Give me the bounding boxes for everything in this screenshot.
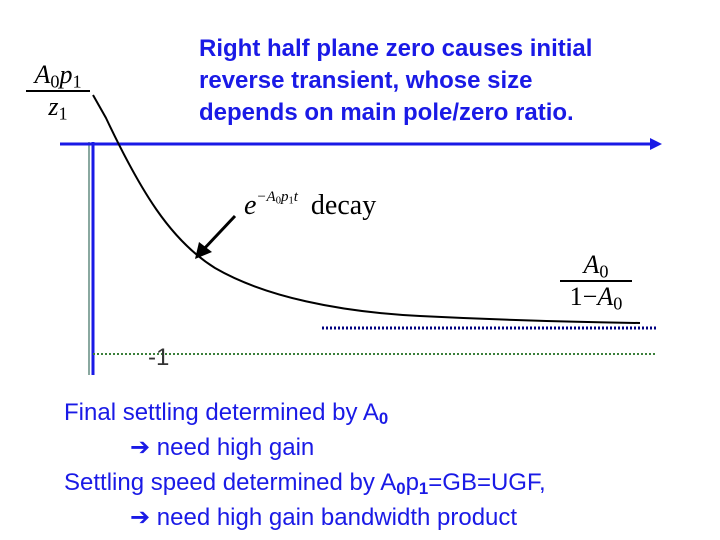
final-value-fraction: A0 1−A0 [560, 250, 632, 314]
headline-line-2: reverse transient, whose size [199, 67, 533, 94]
final-value-fraction-bar [560, 280, 632, 282]
initial-value-numerator: A0p1 [34, 60, 82, 92]
initial-value-fraction: A0p1 z1 [26, 60, 90, 124]
pointer-arrowhead [195, 242, 212, 259]
decay-word: decay [310, 190, 377, 221]
notes-line-3: Settling speed determined by A0p1=GB=UGF… [64, 469, 546, 499]
headline-line-3: depends on main pole/zero ratio. [199, 99, 574, 126]
final-value-denominator: 1−A0 [569, 282, 623, 314]
initial-value-fraction-bar [26, 90, 90, 92]
decay-curve [92, 94, 641, 324]
initial-value-denominator: z1 [48, 92, 68, 124]
pointer-arrow-shaft [201, 214, 237, 252]
arrow-icon: ➔ [130, 434, 151, 461]
headline: Right half plane zero causes initial rev… [199, 33, 592, 129]
notes-line-4: ➔ need high gain bandwidth product [130, 504, 518, 531]
headline-line-1: Right half plane zero causes initial [199, 35, 593, 62]
arrow-icon: ➔ [130, 504, 151, 531]
minus-one-label: -1 [148, 344, 170, 371]
notes: Final settling determined by A0 ➔ need h… [64, 395, 546, 535]
decay-label: e−A0p1t decay [244, 189, 377, 221]
notes-line-1: Final settling determined by A0 [64, 399, 389, 429]
notes-line-2: ➔ need high gain [130, 434, 315, 461]
horizontal-axis-arrowhead [650, 138, 662, 150]
final-value-numerator: A0 [583, 250, 609, 282]
